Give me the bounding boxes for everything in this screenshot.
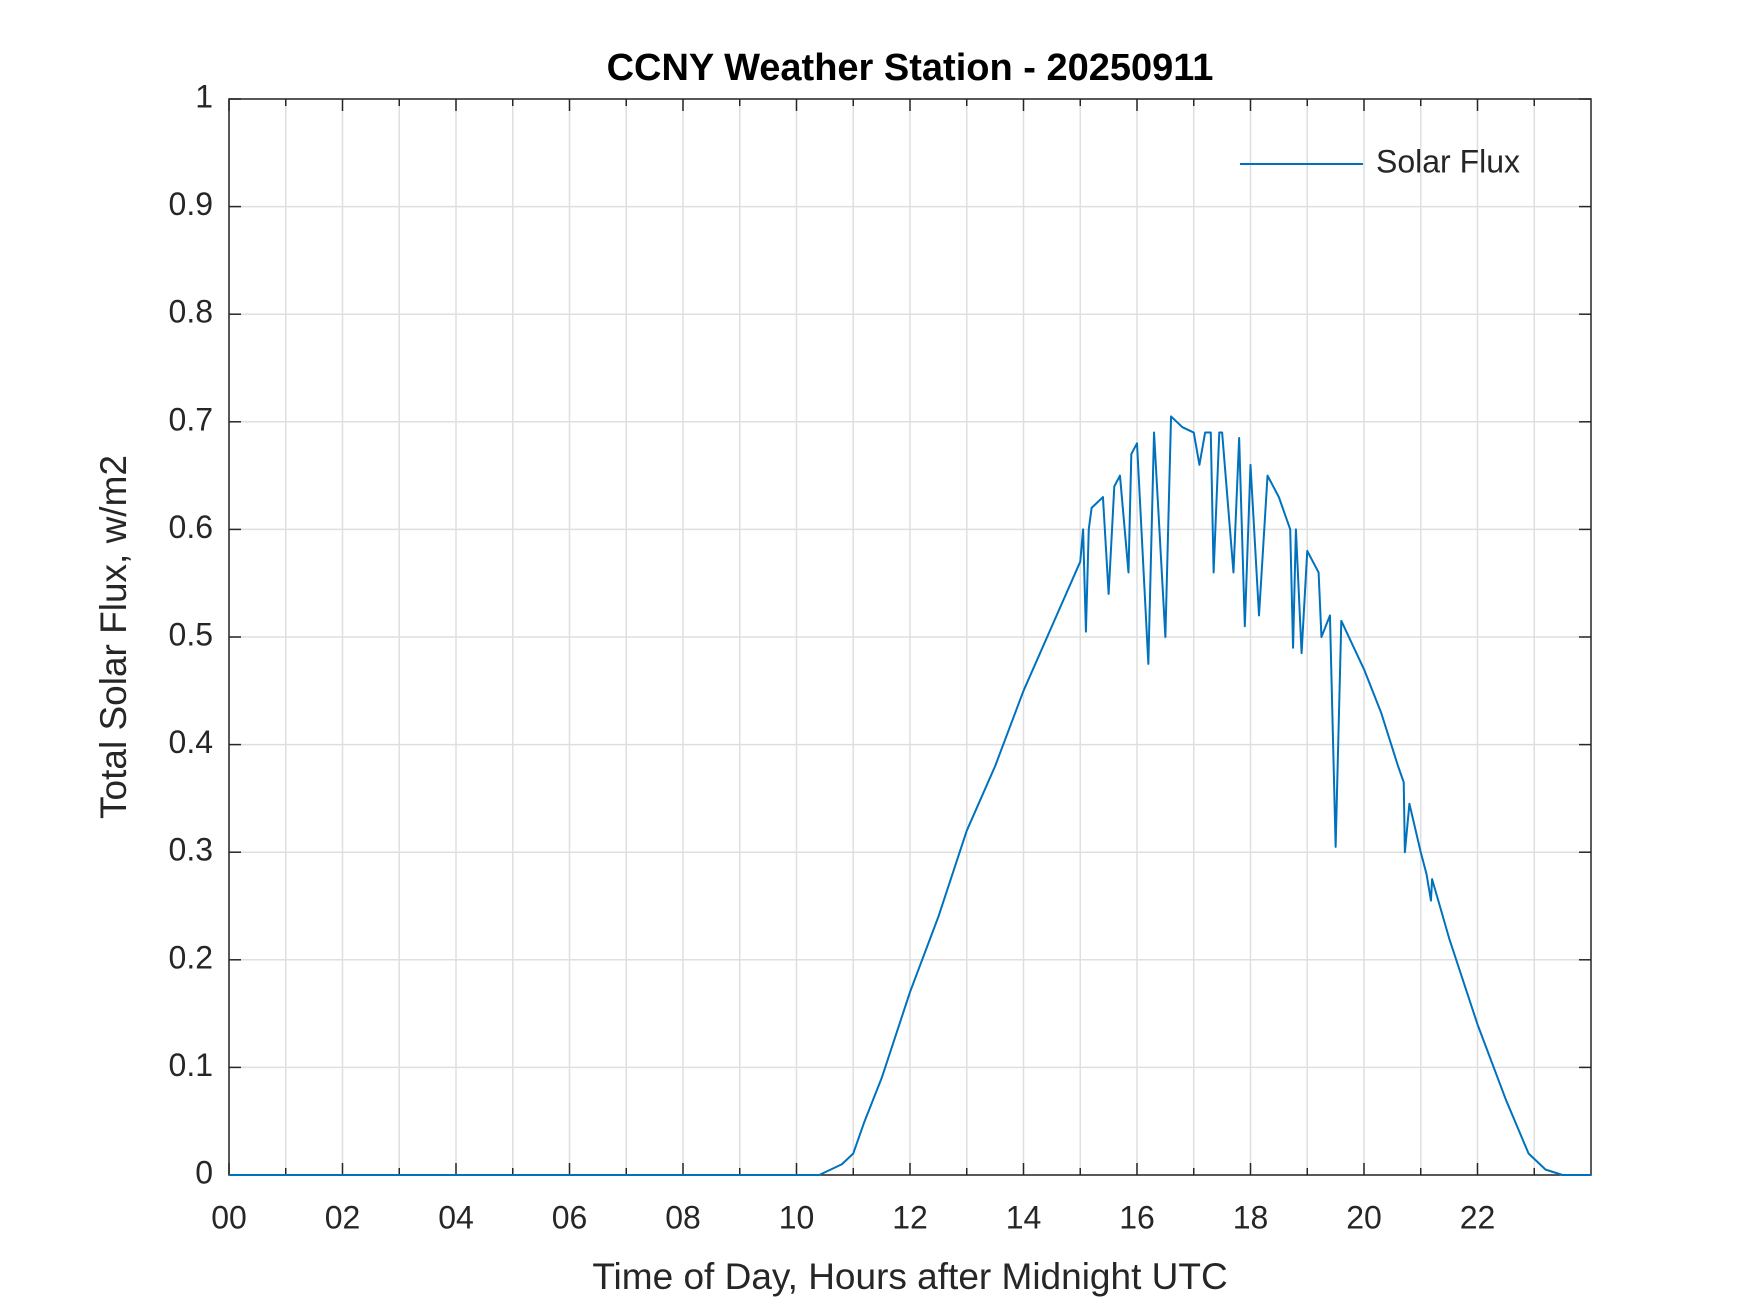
y-tick-label: 0.1	[169, 1047, 213, 1083]
x-tick-label: 00	[211, 1199, 247, 1235]
x-axis-label: Time of Day, Hours after Midnight UTC	[592, 1256, 1227, 1297]
y-axis-label: Total Solar Flux, w/m2	[93, 455, 134, 819]
y-tick-label: 0.5	[169, 616, 213, 652]
y-tick-label: 0.4	[169, 724, 213, 760]
y-tick-label: 0.8	[169, 294, 213, 330]
x-tick-label: 14	[1006, 1199, 1042, 1235]
x-tick-label: 20	[1346, 1199, 1382, 1235]
x-tick-label: 18	[1233, 1199, 1269, 1235]
x-tick-label: 22	[1460, 1199, 1496, 1235]
legend-label: Solar Flux	[1376, 143, 1520, 179]
x-tick-label: 02	[325, 1199, 361, 1235]
data-line	[229, 415, 1591, 1176]
plot-frame	[228, 98, 1592, 1176]
y-tick-label: 0	[195, 1154, 213, 1190]
x-tick-label: 16	[1119, 1199, 1155, 1235]
y-tick-label: 1	[195, 78, 213, 114]
y-tick-label: 0.3	[169, 832, 213, 868]
y-tick-label: 0.2	[169, 939, 213, 975]
y-tick-label: 0.9	[169, 186, 213, 222]
x-tick-label: 12	[892, 1199, 928, 1235]
x-tick-label: 04	[438, 1199, 474, 1235]
x-tick-label: 10	[779, 1199, 815, 1235]
chart-title: CCNY Weather Station - 20250911	[607, 47, 1214, 89]
x-tick-label: 06	[552, 1199, 588, 1235]
x-tick-label: 08	[665, 1199, 701, 1235]
y-tick-label: 0.6	[169, 509, 213, 545]
y-tick-label: 0.7	[169, 401, 213, 437]
